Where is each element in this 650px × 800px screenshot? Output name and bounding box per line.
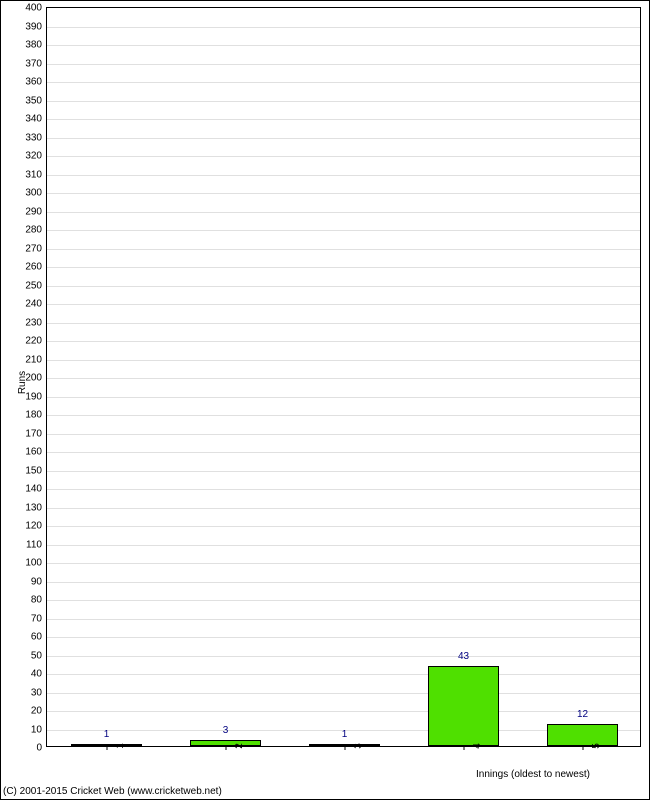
y-tick-label: 30 [31,687,47,698]
x-tick-label: 1 [107,743,126,749]
grid-line [47,360,640,361]
y-tick-label: 130 [25,502,47,513]
grid-line [47,693,640,694]
y-tick-label: 90 [31,576,47,587]
y-tick-label: 150 [25,465,47,476]
y-axis-label: Runs [17,371,28,394]
x-tick-label: 2 [226,743,245,749]
y-tick-label: 340 [25,114,47,125]
grid-line [47,619,640,620]
y-tick-label: 190 [25,391,47,402]
grid-line [47,267,640,268]
y-tick-label: 230 [25,317,47,328]
y-tick-label: 50 [31,650,47,661]
y-tick-label: 140 [25,484,47,495]
grid-line [47,526,640,527]
x-tick-label: 3 [345,743,364,749]
y-tick-label: 40 [31,669,47,680]
grid-line [47,711,640,712]
y-tick-label: 0 [36,743,47,754]
y-tick-label: 170 [25,428,47,439]
copyright-text: (C) 2001-2015 Cricket Web (www.cricketwe… [3,786,222,797]
y-tick-label: 70 [31,613,47,624]
y-tick-label: 100 [25,558,47,569]
y-tick-label: 290 [25,206,47,217]
bar-value-label: 1 [104,729,110,740]
grid-line [47,582,640,583]
grid-line [47,545,640,546]
y-tick-label: 270 [25,243,47,254]
grid-line [47,323,640,324]
grid-line [47,212,640,213]
y-tick-label: 380 [25,40,47,51]
y-tick-label: 400 [25,3,47,14]
y-tick-label: 220 [25,336,47,347]
y-tick-label: 370 [25,58,47,69]
grid-line [47,452,640,453]
grid-line [47,138,640,139]
y-tick-label: 350 [25,95,47,106]
y-tick-label: 210 [25,354,47,365]
y-tick-label: 60 [31,632,47,643]
grid-line [47,45,640,46]
grid-line [47,489,640,490]
grid-line [47,341,640,342]
bar-value-label: 43 [458,651,469,662]
grid-line [47,156,640,157]
grid-line [47,600,640,601]
grid-line [47,434,640,435]
y-tick-label: 260 [25,262,47,273]
grid-line [47,230,640,231]
y-tick-label: 10 [31,724,47,735]
y-tick-label: 280 [25,225,47,236]
grid-line [47,563,640,564]
grid-line [47,378,640,379]
grid-line [47,286,640,287]
grid-line [47,674,640,675]
y-tick-label: 240 [25,299,47,310]
grid-line [47,119,640,120]
grid-line [47,471,640,472]
bar-value-label: 3 [223,725,229,736]
grid-line [47,397,640,398]
grid-line [47,27,640,28]
chart-container: 0 10 20 30 40 50 60 70 80 90 100 110 120 130 140 150 160… [0,0,650,800]
grid-line [47,415,640,416]
y-tick-label: 360 [25,77,47,88]
y-tick-label: 330 [25,132,47,143]
bar [428,666,499,746]
x-axis-label: Innings (oldest to newest) [476,769,590,780]
x-tick-label: 5 [583,743,602,749]
y-tick-label: 300 [25,188,47,199]
y-tick-label: 180 [25,410,47,421]
x-tick-label: 4 [464,743,483,749]
grid-line [47,101,640,102]
grid-line [47,249,640,250]
bar-value-label: 12 [577,709,588,720]
grid-line [47,508,640,509]
y-tick-label: 80 [31,595,47,606]
y-tick-label: 390 [25,21,47,32]
y-tick-label: 200 [25,373,47,384]
y-tick-label: 250 [25,280,47,291]
y-tick-label: 120 [25,521,47,532]
grid-line [47,193,640,194]
grid-line [47,656,640,657]
plot-area: 0102030405060708090100110120130140150160… [46,7,641,747]
y-tick-label: 310 [25,169,47,180]
bar-value-label: 1 [342,729,348,740]
grid-line [47,82,640,83]
y-tick-label: 110 [26,539,47,550]
grid-line [47,64,640,65]
grid-line [47,304,640,305]
grid-line [47,175,640,176]
y-tick-label: 20 [31,706,47,717]
y-tick-label: 320 [25,151,47,162]
grid-line [47,637,640,638]
y-tick-label: 160 [25,447,47,458]
